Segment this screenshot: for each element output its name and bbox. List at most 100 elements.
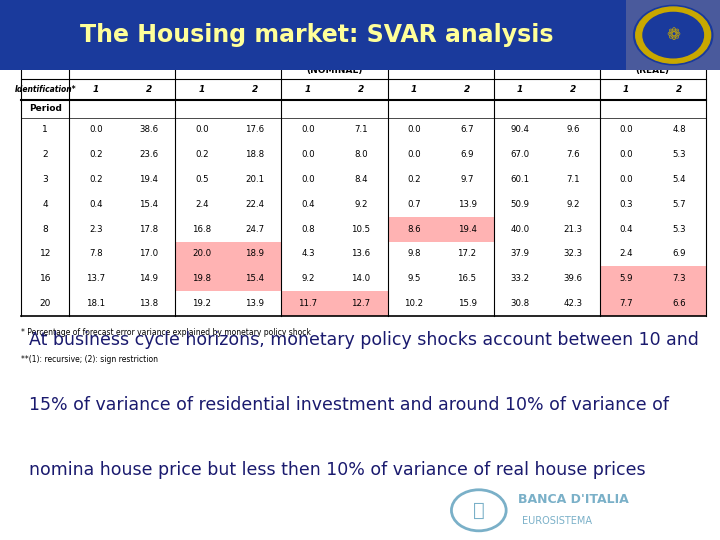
Text: 2.4: 2.4 <box>195 200 209 209</box>
Text: 67.0: 67.0 <box>510 150 530 159</box>
Text: 7.8: 7.8 <box>89 249 103 259</box>
Text: 9.2: 9.2 <box>567 200 580 209</box>
Text: 18.8: 18.8 <box>246 150 264 159</box>
Text: 7.7: 7.7 <box>619 299 633 308</box>
Text: 0.0: 0.0 <box>301 175 315 184</box>
Text: 60.1: 60.1 <box>510 175 530 184</box>
FancyBboxPatch shape <box>335 291 387 316</box>
Text: 2: 2 <box>570 85 576 94</box>
Text: 17.2: 17.2 <box>457 249 477 259</box>
Text: 0.7: 0.7 <box>408 200 421 209</box>
Text: 15.4: 15.4 <box>139 200 158 209</box>
Text: CPI: CPI <box>114 61 130 70</box>
Text: 8.4: 8.4 <box>354 175 368 184</box>
Text: 0.8: 0.8 <box>301 225 315 234</box>
Text: 9.2: 9.2 <box>301 274 315 284</box>
FancyBboxPatch shape <box>228 266 282 291</box>
Text: 13.9: 13.9 <box>458 200 477 209</box>
Text: 0.0: 0.0 <box>408 125 421 134</box>
Text: At business cycle horizons, monetary policy shocks account between 10 and: At business cycle horizons, monetary pol… <box>29 331 698 349</box>
Text: 19.4: 19.4 <box>140 175 158 184</box>
Text: 9.2: 9.2 <box>354 200 368 209</box>
Text: 20.0: 20.0 <box>192 249 212 259</box>
Text: 2: 2 <box>42 150 48 159</box>
Text: 1: 1 <box>623 85 629 94</box>
FancyBboxPatch shape <box>441 217 494 241</box>
Text: HOUSE PRICE
(REAL): HOUSE PRICE (REAL) <box>618 56 687 75</box>
Text: 0.0: 0.0 <box>619 175 633 184</box>
Text: RES. INV: RES. INV <box>418 61 462 70</box>
Text: ❁: ❁ <box>666 26 680 44</box>
Text: 2: 2 <box>464 85 470 94</box>
FancyBboxPatch shape <box>600 291 653 316</box>
Text: 0.0: 0.0 <box>195 125 209 134</box>
Text: 10.2: 10.2 <box>405 299 423 308</box>
Text: 4.8: 4.8 <box>672 125 686 134</box>
Text: 8.0: 8.0 <box>354 150 368 159</box>
Text: 15.9: 15.9 <box>458 299 477 308</box>
Text: 10.5: 10.5 <box>351 225 371 234</box>
Text: nomina house price but less then 10% of variance of real house prices: nomina house price but less then 10% of … <box>29 461 645 479</box>
Text: Ⓑ: Ⓑ <box>473 501 485 520</box>
Text: Table 5: SVAR forecast error variance decomposition*: Table 5: SVAR forecast error variance de… <box>212 31 508 40</box>
Text: **(1): recursive; (2): sign restriction: **(1): recursive; (2): sign restriction <box>22 355 158 364</box>
Text: 0.2: 0.2 <box>195 150 209 159</box>
Text: 13.8: 13.8 <box>139 299 158 308</box>
Text: 13.9: 13.9 <box>246 299 264 308</box>
Text: 6.7: 6.7 <box>460 125 474 134</box>
Text: Period: Period <box>29 104 62 113</box>
Text: 30.8: 30.8 <box>510 299 530 308</box>
Text: 2: 2 <box>252 85 258 94</box>
Text: 2.4: 2.4 <box>619 249 633 259</box>
Text: 2: 2 <box>676 85 683 94</box>
FancyBboxPatch shape <box>282 291 335 316</box>
FancyBboxPatch shape <box>176 266 228 291</box>
Text: Identification*: Identification* <box>14 85 76 94</box>
Text: 8: 8 <box>42 225 48 234</box>
Text: GDP: GDP <box>217 61 239 70</box>
Text: 12: 12 <box>40 249 51 259</box>
Text: 38.6: 38.6 <box>139 125 158 134</box>
Text: 8.6: 8.6 <box>408 225 421 234</box>
Text: 0.2: 0.2 <box>408 175 421 184</box>
Text: 14.0: 14.0 <box>351 274 371 284</box>
Text: 17.0: 17.0 <box>139 249 158 259</box>
Text: 5.4: 5.4 <box>672 175 686 184</box>
Text: 21.3: 21.3 <box>564 225 582 234</box>
Text: 0.5: 0.5 <box>195 175 209 184</box>
Text: 7.1: 7.1 <box>567 175 580 184</box>
Text: 19.2: 19.2 <box>192 299 212 308</box>
Text: 1: 1 <box>93 85 99 94</box>
Text: 20.1: 20.1 <box>246 175 264 184</box>
Text: 0.4: 0.4 <box>89 200 103 209</box>
Text: 24.7: 24.7 <box>246 225 264 234</box>
FancyBboxPatch shape <box>228 241 282 266</box>
Text: 12.7: 12.7 <box>351 299 371 308</box>
Text: 5.7: 5.7 <box>672 200 686 209</box>
Text: 1: 1 <box>199 85 205 94</box>
Text: 19.4: 19.4 <box>458 225 477 234</box>
Text: 15% of variance of residential investment and around 10% of variance of: 15% of variance of residential investmen… <box>29 396 669 414</box>
Text: 6.9: 6.9 <box>460 150 474 159</box>
Text: 5.3: 5.3 <box>672 225 686 234</box>
Text: 9.8: 9.8 <box>408 249 420 259</box>
FancyBboxPatch shape <box>176 241 228 266</box>
Text: 39.6: 39.6 <box>564 274 582 284</box>
Text: 9.6: 9.6 <box>567 125 580 134</box>
Text: 50.9: 50.9 <box>510 200 530 209</box>
Text: 0.4: 0.4 <box>301 200 315 209</box>
Text: 4.3: 4.3 <box>301 249 315 259</box>
Text: 42.3: 42.3 <box>564 299 582 308</box>
Text: 0.4: 0.4 <box>619 225 633 234</box>
Text: 7.3: 7.3 <box>672 274 686 284</box>
Text: 9.5: 9.5 <box>408 274 420 284</box>
Text: EUROSISTEMA: EUROSISTEMA <box>522 516 592 526</box>
Text: 0.0: 0.0 <box>619 150 633 159</box>
Text: 14.9: 14.9 <box>140 274 158 284</box>
Text: 0.0: 0.0 <box>301 125 315 134</box>
Text: 0.0: 0.0 <box>619 125 633 134</box>
FancyBboxPatch shape <box>653 291 706 316</box>
Text: 1: 1 <box>42 125 48 134</box>
Text: 37.9: 37.9 <box>510 249 530 259</box>
Text: 22.4: 22.4 <box>246 200 264 209</box>
